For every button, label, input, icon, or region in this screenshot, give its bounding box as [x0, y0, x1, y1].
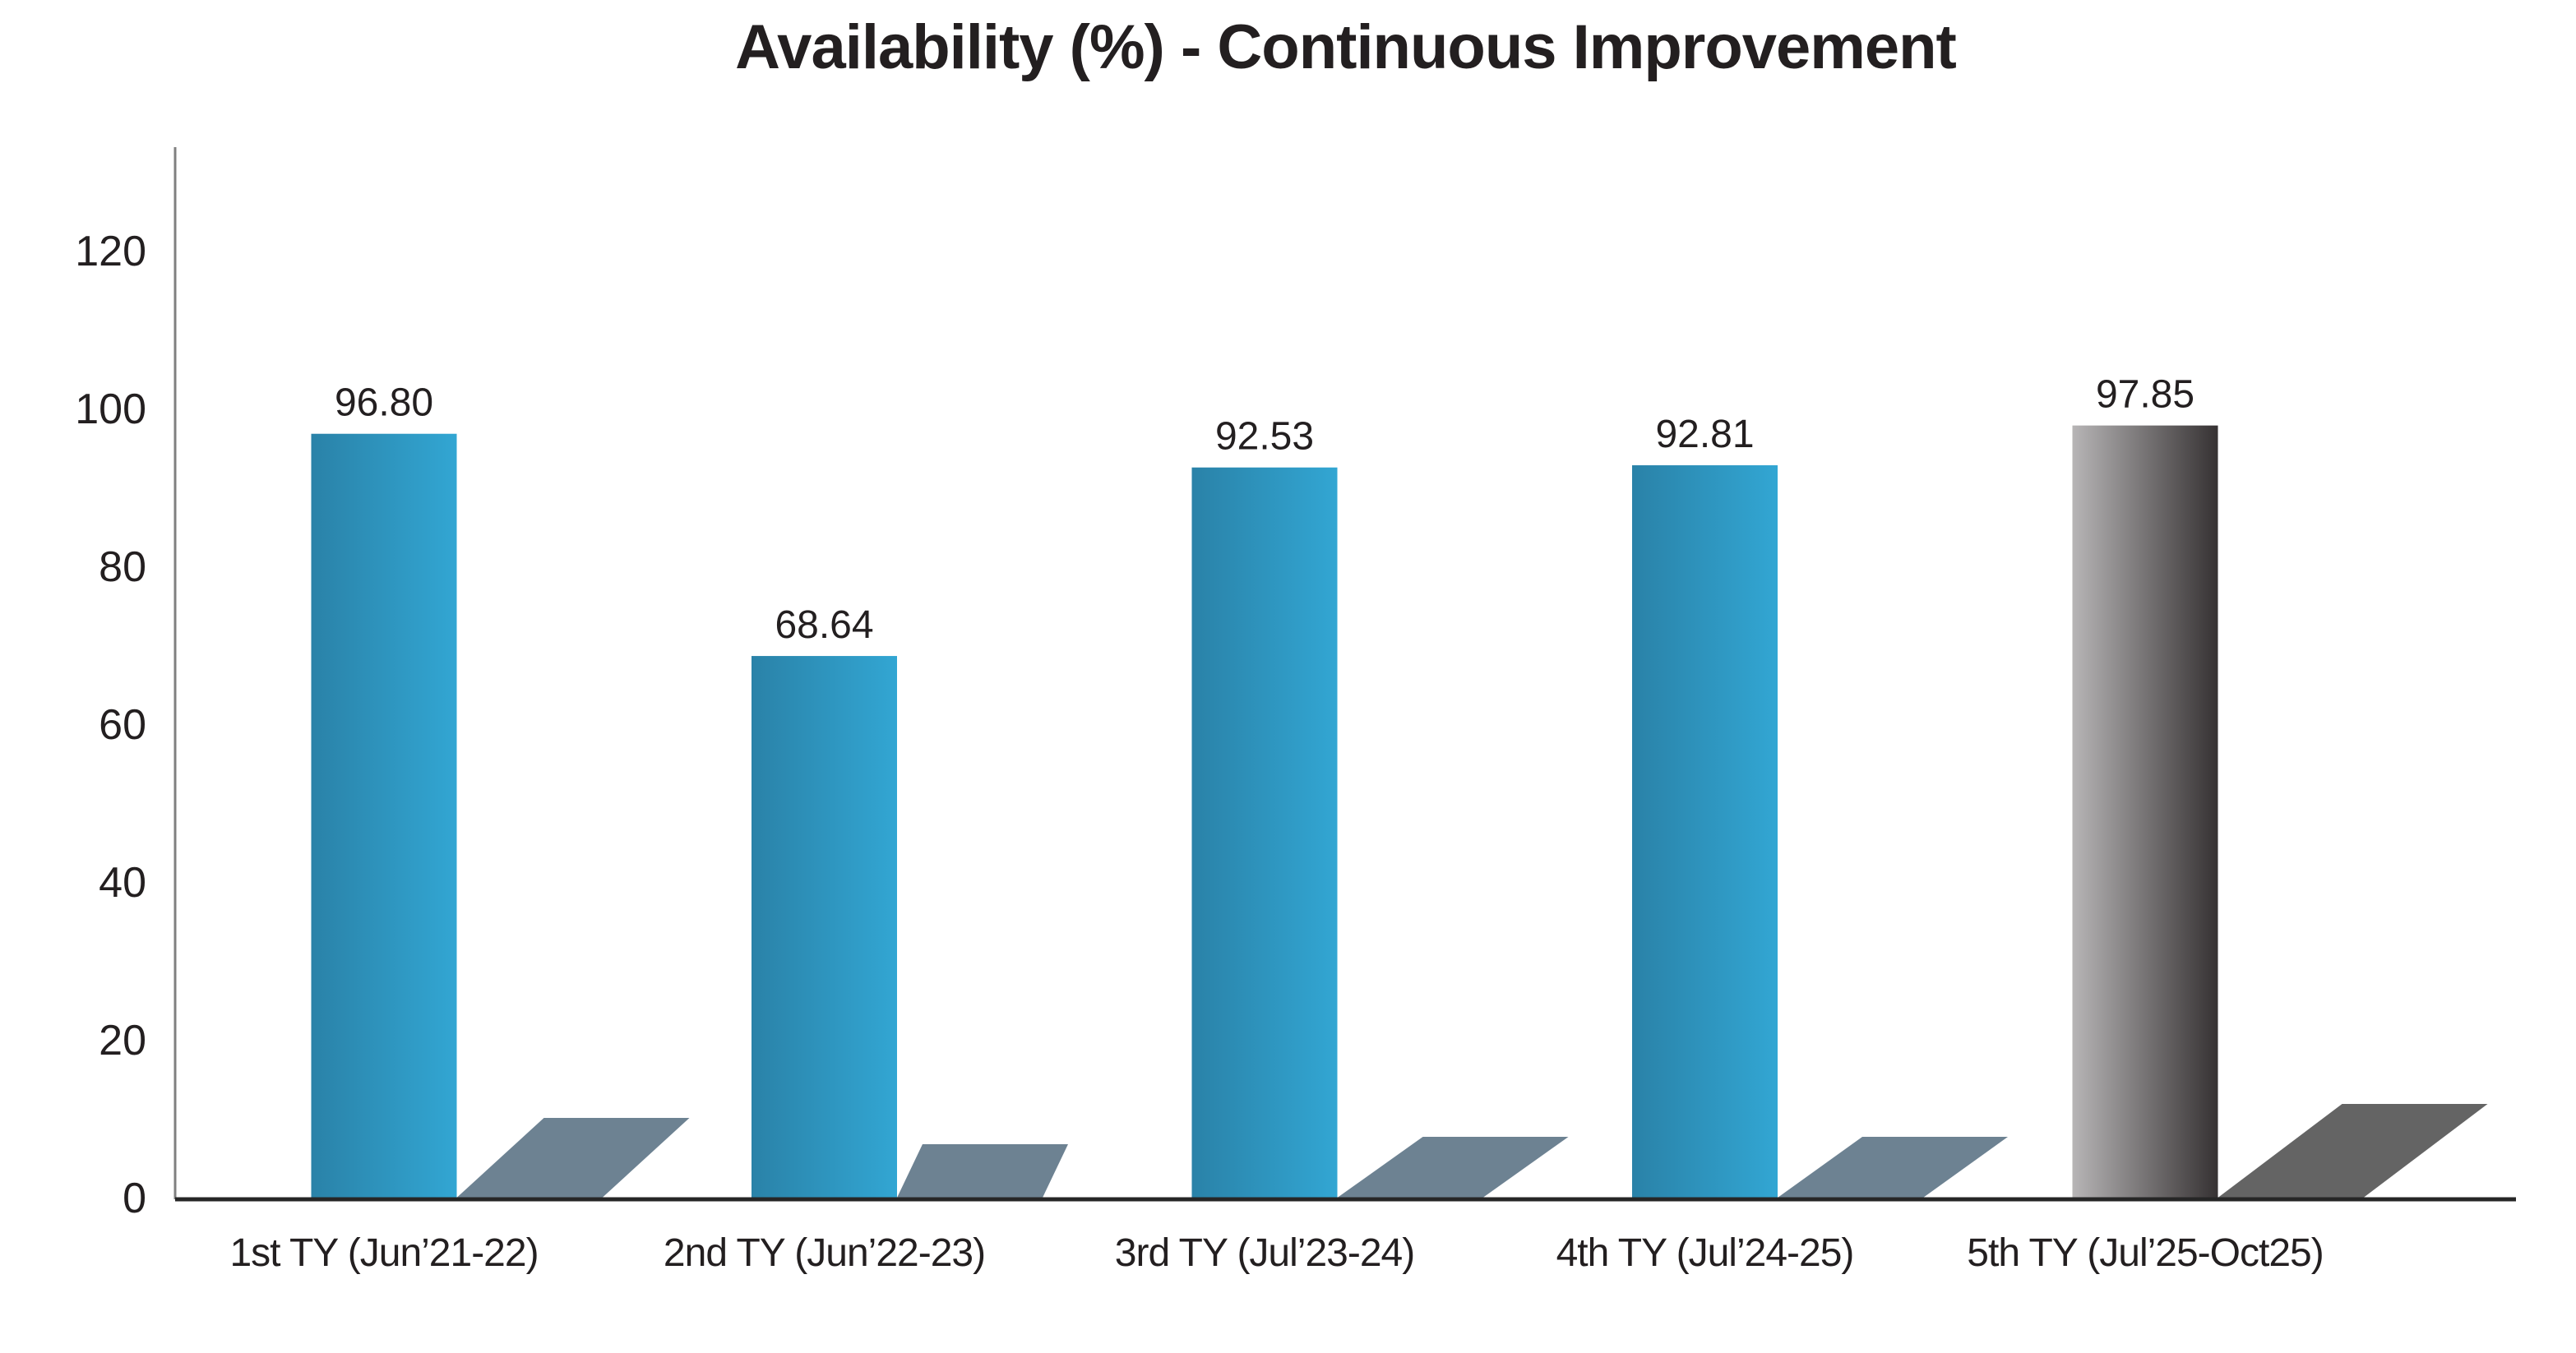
y-tick-label: 60 [99, 701, 146, 749]
y-tick-label: 100 [75, 386, 146, 433]
bar-value-label: 92.81 [1655, 413, 1754, 456]
bar-shadow [2218, 1104, 2488, 1198]
bar-value-label: 68.64 [775, 603, 873, 647]
category-label: 4th TY (Jul’24-25) [1556, 1231, 1854, 1275]
bar-value-label: 92.53 [1215, 415, 1314, 459]
y-tick-label: 20 [99, 1017, 146, 1064]
chart-title: Availability (%) - Continuous Improvemen… [735, 12, 1957, 82]
bar-value-label: 97.85 [2096, 373, 2194, 417]
bar [752, 656, 897, 1198]
category-label: 1st TY (Jun’21-22) [229, 1231, 538, 1275]
bar-shadow [456, 1118, 690, 1198]
y-tick-label: 0 [123, 1175, 146, 1222]
bar [311, 433, 457, 1198]
bar [1191, 467, 1338, 1198]
category-label: 3rd TY (Jul’23-24) [1115, 1231, 1414, 1275]
bar [1632, 465, 1778, 1198]
y-tick-label: 120 [75, 228, 146, 275]
y-tick-label: 40 [99, 859, 146, 907]
category-label: 2nd TY (Jun’22-23) [664, 1231, 985, 1275]
bar-shadow [1337, 1137, 1569, 1198]
bar-shadow [1778, 1137, 2008, 1198]
y-tick-label: 80 [99, 543, 146, 591]
category-label: 5th TY (Jul’25-Oct25) [1967, 1231, 2323, 1275]
bar [2072, 425, 2218, 1198]
bar-shadow [897, 1144, 1068, 1198]
bar-value-label: 96.80 [335, 381, 433, 425]
